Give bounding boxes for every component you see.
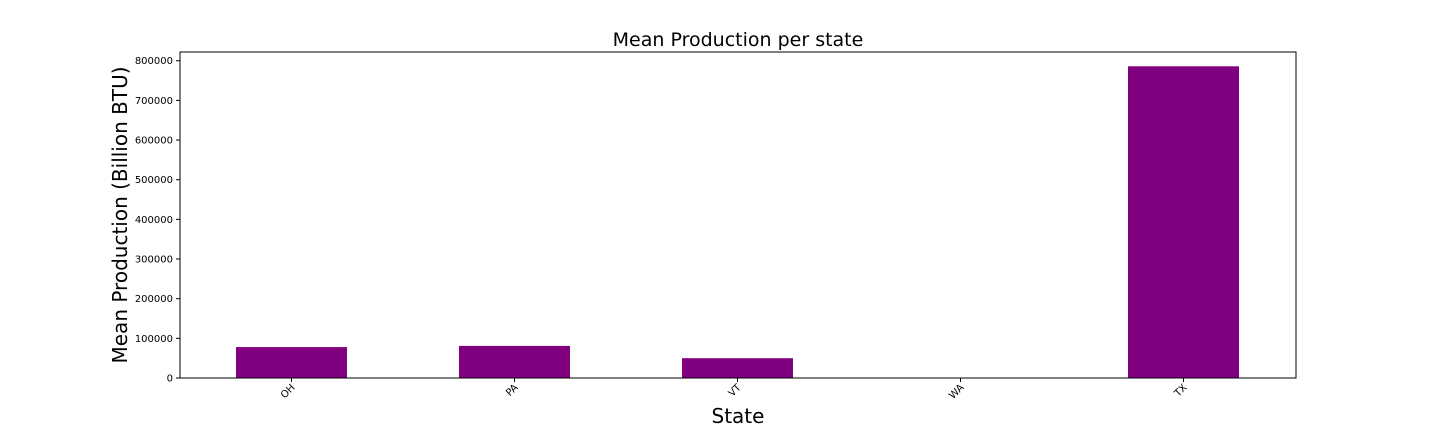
x-tick-label: OH [279,382,298,401]
y-axis-label: Mean Production (Billion BTU) [108,66,132,363]
bars-group [236,66,1239,379]
y-tick-label: 500000 [135,175,173,186]
x-tick-label: PA [504,382,521,399]
x-tick-label: TX [1172,382,1190,400]
y-tick-label: 700000 [135,96,173,107]
bar-oh [236,347,347,378]
y-tick-label: 0 [167,374,173,385]
x-tick-label: WA [947,382,966,401]
bar-pa [459,345,570,378]
y-tick-label: 800000 [135,56,173,67]
y-tick-label: 600000 [135,136,173,147]
x-axis: OH PA VT WA TX [279,378,1190,402]
x-tick-label: VT [727,382,745,400]
bar-vt [682,358,793,378]
y-tick-label: 200000 [135,294,173,305]
y-axis: 0 100000 200000 300000 400000 500000 600000 700… [135,56,180,385]
y-tick-label: 100000 [135,334,173,345]
bar-tx [1128,66,1239,379]
x-axis-label: State [712,404,765,428]
y-tick-label: 400000 [135,215,173,226]
y-tick-label: 300000 [135,255,173,266]
chart-title: Mean Production per state [613,29,864,51]
